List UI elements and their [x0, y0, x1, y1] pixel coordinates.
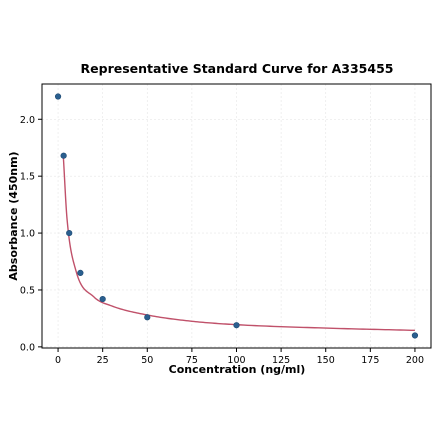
x-axis-label: Concentration (ng/ml) — [169, 363, 306, 376]
y-tick-label: 0.0 — [20, 342, 35, 353]
y-tick-label: 1.0 — [20, 229, 35, 240]
y-axis-label: Absorbance (450nm) — [7, 151, 20, 280]
data-point — [99, 295, 106, 303]
x-tick-label: 150 — [317, 355, 335, 366]
x-tick-label: 125 — [272, 355, 290, 366]
x-axis: 0 25 50 75 100 125 150 175 200 — [55, 348, 424, 366]
fit-curve-layer — [62, 157, 415, 332]
fit-curve — [62, 157, 415, 332]
data-point — [233, 322, 240, 329]
grid — [42, 84, 431, 348]
x-tick-label: 50 — [141, 355, 153, 366]
y-tick-label: 1.5 — [20, 172, 35, 183]
data-point — [144, 314, 151, 321]
data-point — [411, 332, 419, 339]
data-point — [66, 229, 73, 237]
x-tick-label: 100 — [227, 355, 245, 366]
x-tick-label: 200 — [406, 355, 424, 366]
data-point — [77, 269, 84, 276]
x-tick-label: 175 — [361, 355, 379, 366]
y-tick-label: 0.5 — [20, 285, 35, 296]
x-tick-label: 25 — [97, 355, 109, 366]
data-points-layer — [54, 93, 419, 339]
x-tick-label: 75 — [186, 355, 198, 366]
y-tick-label: 2.0 — [20, 115, 35, 126]
chart-title: Representative Standard Curve for A33545… — [81, 61, 394, 76]
data-point — [60, 152, 67, 159]
y-axis: 0.0 0.5 1.0 1.5 2.0 — [20, 115, 42, 353]
data-point — [54, 93, 62, 100]
x-tick-label: 0 — [55, 355, 61, 366]
